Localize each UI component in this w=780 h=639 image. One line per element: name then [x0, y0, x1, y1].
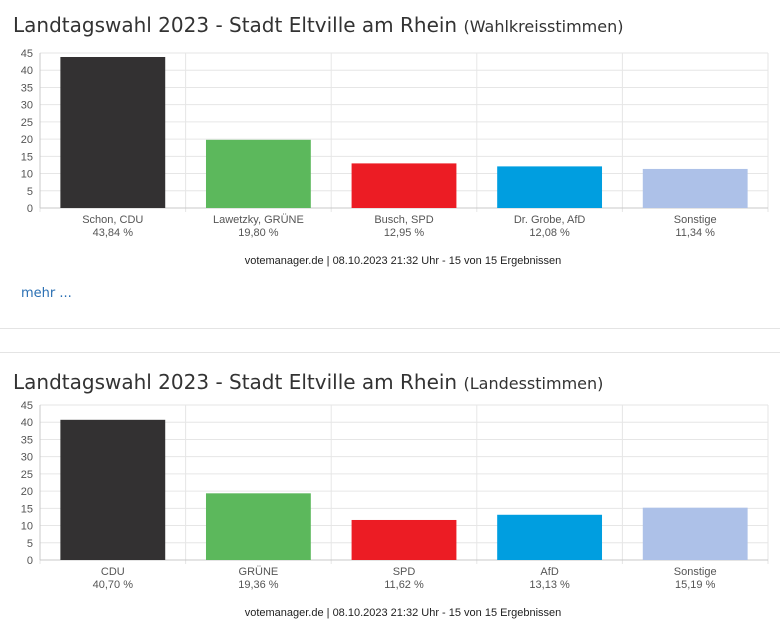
value-label: 11,34 % — [675, 227, 715, 239]
chart-title-subtitle: (Wahlkreisstimmen) — [463, 17, 624, 36]
category-label: Lawetzky, GRÜNE — [213, 214, 304, 226]
value-label: 11,62 % — [384, 579, 424, 591]
bar — [60, 56, 166, 208]
category-label: CDU — [101, 566, 125, 578]
more-link[interactable]: mehr ... — [21, 286, 72, 301]
value-label: 43,84 % — [93, 227, 134, 239]
bar — [497, 166, 603, 208]
chart-title: Landtagswahl 2023 - Stadt Eltville am Rh… — [13, 370, 603, 394]
chart-title-main: Landtagswahl 2023 - Stadt Eltville am Rh… — [13, 13, 458, 37]
y-tick-label: 10 — [21, 521, 33, 533]
y-tick-label: 20 — [21, 134, 33, 146]
chart-panel-wahlkreisstimmen: Landtagswahl 2023 - Stadt Eltville am Rh… — [0, 13, 780, 329]
y-tick-label: 45 — [21, 48, 33, 60]
y-tick-label: 15 — [21, 151, 33, 163]
chart-title-main: Landtagswahl 2023 - Stadt Eltville am Rh… — [13, 370, 458, 394]
category-label: Schon, CDU — [82, 214, 143, 226]
bar — [205, 139, 311, 208]
y-tick-label: 35 — [21, 82, 33, 94]
y-tick-label: 30 — [21, 100, 33, 112]
value-label: 15,19 % — [675, 579, 716, 591]
y-tick-label: 40 — [21, 417, 33, 429]
y-tick-label: 0 — [27, 555, 33, 567]
bar — [497, 514, 603, 560]
bar — [642, 507, 748, 560]
y-tick-label: 20 — [21, 486, 33, 498]
chart-panel-landesstimmen: Landtagswahl 2023 - Stadt Eltville am Rh… — [0, 352, 780, 639]
y-tick-label: 30 — [21, 452, 33, 464]
bar — [351, 519, 457, 560]
category-label: AfD — [540, 566, 558, 578]
category-label: Sonstige — [674, 214, 717, 226]
chart-title: Landtagswahl 2023 - Stadt Eltville am Rh… — [13, 13, 623, 37]
category-label: SPD — [393, 566, 416, 578]
y-tick-label: 25 — [21, 117, 33, 129]
bar — [60, 419, 166, 560]
category-label: Busch, SPD — [374, 214, 433, 226]
chart-source-note: votemanager.de | 08.10.2023 21:32 Uhr - … — [245, 255, 562, 267]
y-tick-label: 25 — [21, 469, 33, 481]
y-tick-label: 45 — [21, 400, 33, 412]
value-label: 12,95 % — [384, 227, 425, 239]
y-tick-label: 35 — [21, 434, 33, 446]
value-label: 13,13 % — [529, 579, 570, 591]
value-label: 19,36 % — [238, 579, 279, 591]
value-label: 12,08 % — [529, 227, 570, 239]
value-label: 19,80 % — [238, 227, 279, 239]
bar — [642, 168, 748, 208]
value-label: 40,70 % — [93, 579, 134, 591]
category-label: Sonstige — [674, 566, 717, 578]
chart-title-subtitle: (Landesstimmen) — [463, 374, 604, 393]
y-tick-label: 5 — [27, 538, 33, 550]
category-label: GRÜNE — [239, 566, 279, 578]
bar — [205, 493, 311, 560]
category-label: Dr. Grobe, AfD — [514, 214, 586, 226]
chart-source-note: votemanager.de | 08.10.2023 21:32 Uhr - … — [245, 607, 562, 619]
bar — [351, 163, 457, 208]
y-tick-label: 5 — [27, 186, 33, 198]
y-tick-label: 15 — [21, 503, 33, 515]
y-tick-label: 0 — [27, 203, 33, 215]
y-tick-label: 10 — [21, 169, 33, 181]
y-tick-label: 40 — [21, 65, 33, 77]
